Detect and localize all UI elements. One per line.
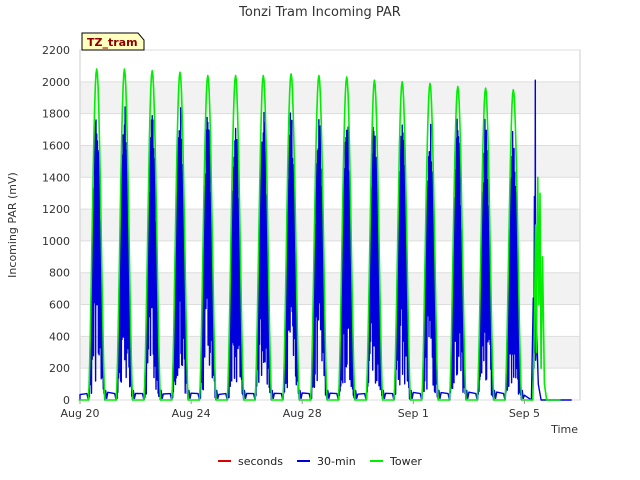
legend-label-seconds: seconds <box>238 455 283 468</box>
x-tick-label: Aug 28 <box>283 407 322 420</box>
grid-band <box>80 209 580 241</box>
x-tick-label: Aug 20 <box>61 407 100 420</box>
y-tick-label: 0 <box>63 394 70 407</box>
site-label-box: TZ_tram <box>81 32 145 51</box>
y-tick-label: 1200 <box>42 203 70 216</box>
x-axis: Aug 20 Aug 24 Aug 28 Sep 1 Sep 5 <box>61 400 540 420</box>
legend: seconds 30-min Tower <box>218 455 422 468</box>
series-tower-line <box>78 68 561 401</box>
grid-band <box>80 145 580 178</box>
x-tick-label: Sep 5 <box>509 407 540 420</box>
plot-area <box>78 49 581 401</box>
legend-label-tower: Tower <box>389 455 422 468</box>
y-tick-label: 600 <box>49 299 70 312</box>
y-tick-label: 1000 <box>42 235 70 248</box>
grid-band <box>80 336 580 369</box>
site-label: TZ_tram <box>87 36 138 49</box>
y-tick-label: 2000 <box>42 76 70 89</box>
chart-title: Tonzi Tram Incoming PAR <box>238 5 401 20</box>
x-tick-label: Aug 24 <box>172 407 211 420</box>
grid-band <box>80 81 580 114</box>
y-tick-label: 800 <box>49 267 70 280</box>
y-tick-label: 1600 <box>42 139 70 152</box>
grid-band <box>80 272 580 305</box>
y-tick-label: 1400 <box>42 171 70 184</box>
site-label-background <box>81 32 145 51</box>
y-axis: 0 200 400 600 800 1000 1200 1400 1600 1800 2000 220… <box>42 44 70 407</box>
x-axis-title: Time <box>550 423 578 436</box>
x-tick-label: Sep 1 <box>398 407 429 420</box>
y-tick-label: 1800 <box>42 108 70 121</box>
y-tick-label: 200 <box>49 362 70 375</box>
grid-bands <box>80 81 580 369</box>
y-tick-label: 400 <box>49 330 70 343</box>
y-tick-label: 2200 <box>42 44 70 57</box>
series-layer <box>78 68 572 401</box>
y-axis-title: Incoming PAR (mV) <box>6 172 19 278</box>
legend-label-30-min: 30-min <box>317 455 356 468</box>
